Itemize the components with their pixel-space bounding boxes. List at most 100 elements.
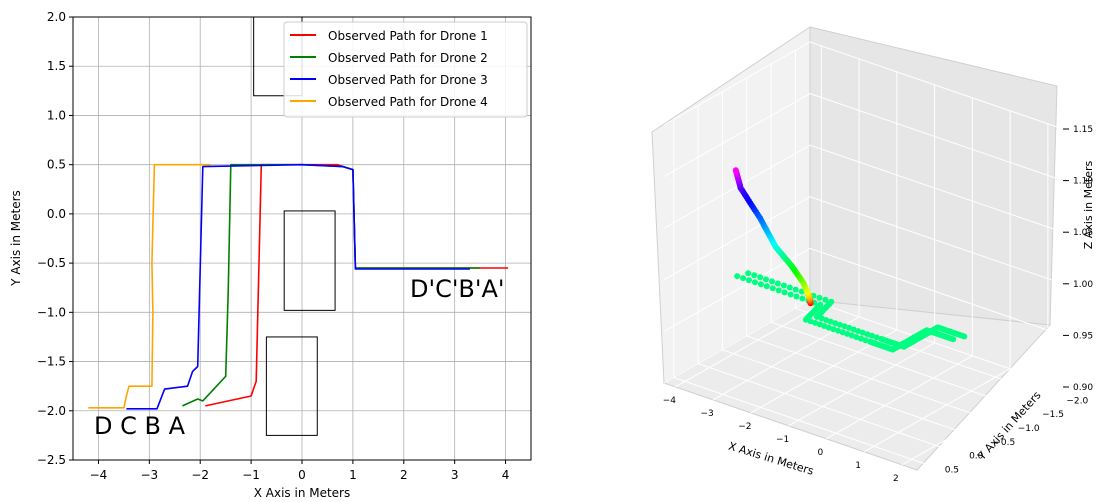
x-tick-label: 0 — [298, 468, 306, 482]
path-point-3d — [774, 280, 781, 287]
x-tick-label: −3 — [140, 468, 158, 482]
path-point-3d — [844, 330, 851, 337]
path-point-3d — [950, 336, 957, 343]
paths-3d — [732, 167, 968, 353]
path-point-3d — [816, 294, 823, 301]
y-tick-label: −2.0 — [37, 404, 66, 418]
path-point-3d — [841, 323, 848, 330]
z-tick-label-3d: 1.10 — [1073, 177, 1093, 187]
chart-2d: −4 −3 −2 −1 0 1 2 3 4 2.0 1.5 1.0 0.5 0.0 −0.5 −1.0 −1.… — [9, 10, 532, 500]
x-tick-label-3d: −1 — [776, 435, 789, 445]
y-tick-label: 0.5 — [47, 158, 66, 172]
y-axis-label: Y Axis in Meters — [9, 190, 23, 287]
path-point-3d — [775, 287, 782, 294]
path-point-3d — [821, 323, 828, 329]
grid-line-3d — [675, 303, 822, 388]
grid-line-3d — [901, 381, 1049, 466]
y-tick-label-3d: 0.5 — [945, 465, 959, 475]
y-tick-label-3d: −1.5 — [1042, 410, 1064, 420]
path-point-3d — [812, 319, 819, 326]
grid-line-3d — [746, 335, 1000, 424]
x-tick-label-3d: −4 — [663, 396, 677, 406]
x-tick-label: 3 — [451, 468, 459, 482]
x-axis-label-3d: X Axis in Meters — [727, 440, 816, 478]
x-tick-label: −1 — [242, 468, 260, 482]
grid-line-3d — [722, 349, 976, 438]
path-point-3d — [862, 337, 869, 344]
legend-label-drone-1: Observed Path for Drone 1 — [328, 29, 488, 43]
x-tick-label-3d: 0 — [818, 448, 824, 458]
chart-3d: −4 −3 −2 −1 0 1 2 0.5 0.0 −0.5−1.0−1.5−2.0 0.90 0.9… — [651, 26, 1095, 484]
path-point-3d — [793, 293, 800, 300]
path-point-3d — [740, 275, 747, 282]
grid-line-3d — [826, 355, 973, 440]
path-point-3d — [751, 272, 758, 279]
path-point-3d — [732, 167, 739, 174]
x-ticks: −4 −3 −2 −1 0 1 2 3 4 — [90, 460, 509, 482]
path-point-3d — [814, 313, 820, 320]
y-tick-label: −0.5 — [37, 256, 66, 270]
path-point-3d — [873, 334, 880, 341]
path-point-3d — [830, 326, 837, 333]
path-point-3d — [781, 289, 788, 296]
ticks-3d: −4 −3 −2 −1 0 1 2 0.5 0.0 −0.5−1.0−1.5−2.0 0.90 0.9… — [663, 125, 1094, 484]
y-tick-label: 0.0 — [47, 207, 66, 221]
grid-line-3d — [863, 368, 1011, 453]
series-line-drone-3 — [126, 163, 470, 410]
path-point-3d — [752, 279, 758, 286]
x-tick-label-3d: 1 — [855, 461, 861, 471]
z-tick-label-3d: 0.90 — [1073, 383, 1093, 393]
path-point-3d — [864, 331, 871, 338]
x-tick-label: −4 — [90, 468, 108, 482]
y-tick-label-3d: −1.0 — [1018, 424, 1040, 434]
path-point-3d — [850, 326, 857, 333]
z-tick-label-3d: 1.15 — [1073, 125, 1093, 135]
y-ticks: 2.0 1.5 1.0 0.5 0.0 −0.5 −1.0 −1.5 −2.0 −2.5 — [37, 10, 73, 467]
grid-line-3d — [788, 342, 935, 427]
grid-line-3d — [697, 363, 952, 452]
path-point-3d — [745, 270, 752, 277]
path-point-3d — [818, 315, 825, 322]
grid-line-3d — [663, 144, 1064, 233]
path-point-3d — [855, 328, 862, 335]
y-tick-label: 2.0 — [47, 10, 66, 24]
path-point-3d — [825, 324, 832, 331]
grid-line-3d — [663, 247, 1064, 336]
x-tick-label-3d: 2 — [893, 474, 899, 484]
path-point-3d — [807, 318, 814, 325]
y-tick-label-3d: −2.0 — [1066, 396, 1088, 406]
path-point-3d — [757, 274, 764, 281]
path-point-3d — [869, 332, 875, 339]
end-labels: D'C'B'A' — [410, 275, 505, 303]
grid-line-3d — [673, 376, 927, 465]
z-tick-label-3d: 1.05 — [1073, 228, 1093, 238]
x-tick-label: −2 — [191, 468, 209, 482]
obstacle-rect — [265, 336, 318, 436]
path-point-3d — [857, 335, 864, 342]
grid-line-3d — [663, 93, 1064, 182]
path-point-3d — [786, 284, 793, 291]
x-tick-label-3d: −3 — [700, 409, 713, 419]
path-point-3d — [816, 321, 823, 328]
grid-line-3d — [663, 41, 1064, 130]
path-point-3d — [734, 273, 741, 280]
legend-box — [283, 21, 528, 118]
pane-back-right — [809, 26, 1058, 326]
path-point-3d — [832, 320, 839, 327]
path-point-3d — [787, 291, 794, 298]
path-point-3d — [769, 285, 776, 292]
path-point-3d — [798, 288, 805, 295]
path-point-3d — [823, 317, 830, 323]
x-axis-label: X Axis in Meters — [254, 486, 351, 500]
path-point-3d — [846, 324, 853, 331]
path-point-3d — [757, 281, 764, 288]
series-group — [88, 163, 509, 410]
legend-label-drone-2: Observed Path for Drone 2 — [328, 51, 488, 65]
path-point-3d — [769, 278, 775, 285]
y-tick-label: 1.0 — [47, 108, 66, 122]
legend-label-drone-4: Observed Path for Drone 4 — [328, 95, 488, 109]
grid-line-3d — [770, 321, 1025, 410]
x-tick-label: 2 — [400, 468, 408, 482]
y-tick-label: −2.5 — [37, 453, 66, 467]
